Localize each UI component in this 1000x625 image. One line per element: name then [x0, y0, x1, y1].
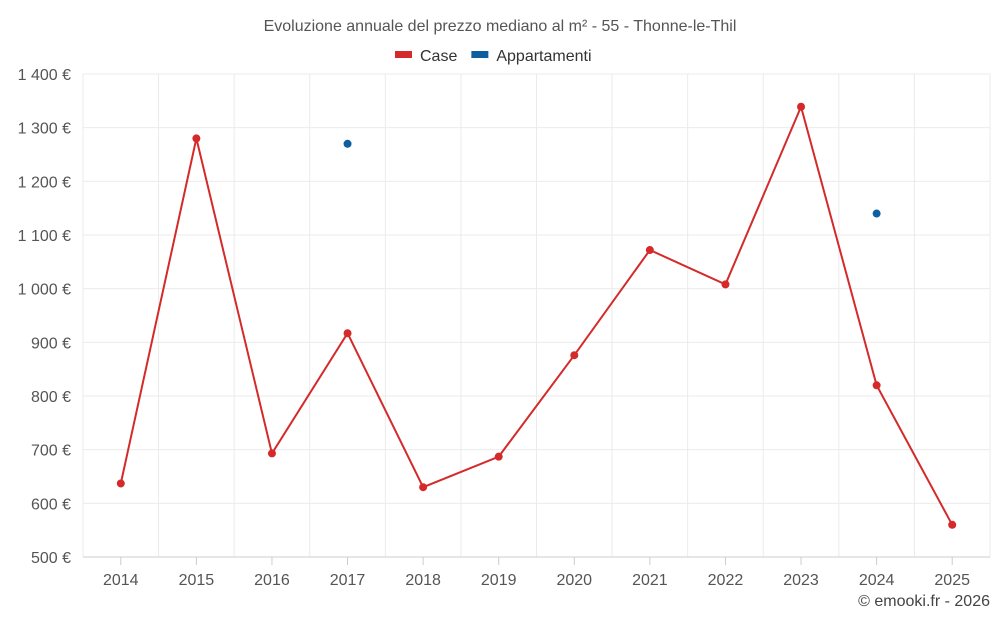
legend-label-case[interactable]: Case — [420, 48, 457, 65]
x-tick-label: 2024 — [859, 572, 895, 589]
x-tick-label: 2022 — [708, 572, 744, 589]
x-tick-label: 2018 — [405, 572, 441, 589]
y-tick-label: 1 300 € — [18, 121, 71, 138]
x-tick-label: 2016 — [254, 572, 290, 589]
y-tick-label: 900 € — [31, 335, 71, 352]
y-tick-label: 1 400 € — [18, 67, 71, 84]
data-point-case[interactable] — [419, 483, 428, 492]
data-point-appartamenti[interactable] — [343, 139, 352, 148]
y-tick-label: 1 100 € — [18, 228, 71, 245]
data-point-appartamenti[interactable] — [872, 209, 881, 218]
x-tick-label: 2020 — [556, 572, 592, 589]
y-tick-label: 700 € — [31, 443, 71, 460]
data-point-case[interactable] — [948, 520, 957, 529]
y-axis: 500 € 600 € 700 € 800 € 900 € 1 000 € 1 100 € 1… — [18, 67, 71, 567]
data-point-case[interactable] — [116, 479, 125, 488]
y-tick-label: 600 € — [31, 496, 71, 513]
legend: Case Appartamenti — [395, 48, 592, 65]
x-axis: 2014 2015 2016 2017 2018 2019 2020 2021 2022 2023… — [83, 556, 990, 589]
y-tick-label: 1 200 € — [18, 174, 71, 191]
data-point-case[interactable] — [645, 246, 654, 255]
data-point-case[interactable] — [570, 351, 579, 360]
legend-swatch-case — [395, 51, 412, 58]
legend-swatch-appartamenti — [471, 51, 489, 58]
legend-label-appartamenti[interactable]: Appartamenti — [496, 48, 591, 65]
data-point-case[interactable] — [797, 102, 806, 111]
x-tick-label: 2015 — [179, 572, 215, 589]
data-point-case[interactable] — [192, 134, 201, 143]
data-point-case[interactable] — [494, 452, 503, 461]
x-tick-label: 2021 — [632, 572, 668, 589]
data-point-case[interactable] — [872, 381, 881, 390]
chart-title: Evoluzione annuale del prezzo mediano al… — [264, 18, 737, 35]
y-tick-label: 1 000 € — [18, 282, 71, 299]
x-tick-label: 2017 — [330, 572, 366, 589]
plot-area — [116, 102, 957, 529]
x-tick-label: 2019 — [481, 572, 517, 589]
data-point-case[interactable] — [343, 329, 352, 338]
grid — [82, 73, 991, 558]
series-line-case — [119, 103, 954, 526]
credit-text: © emooki.fr - 2026 — [858, 593, 990, 610]
x-tick-label: 2023 — [783, 572, 819, 589]
x-tick-label: 2014 — [103, 572, 139, 589]
data-point-case[interactable] — [267, 449, 276, 458]
x-tick-label: 2025 — [934, 572, 970, 589]
y-tick-label: 500 € — [31, 550, 71, 567]
data-point-case[interactable] — [721, 280, 730, 289]
y-tick-label: 800 € — [31, 389, 71, 406]
